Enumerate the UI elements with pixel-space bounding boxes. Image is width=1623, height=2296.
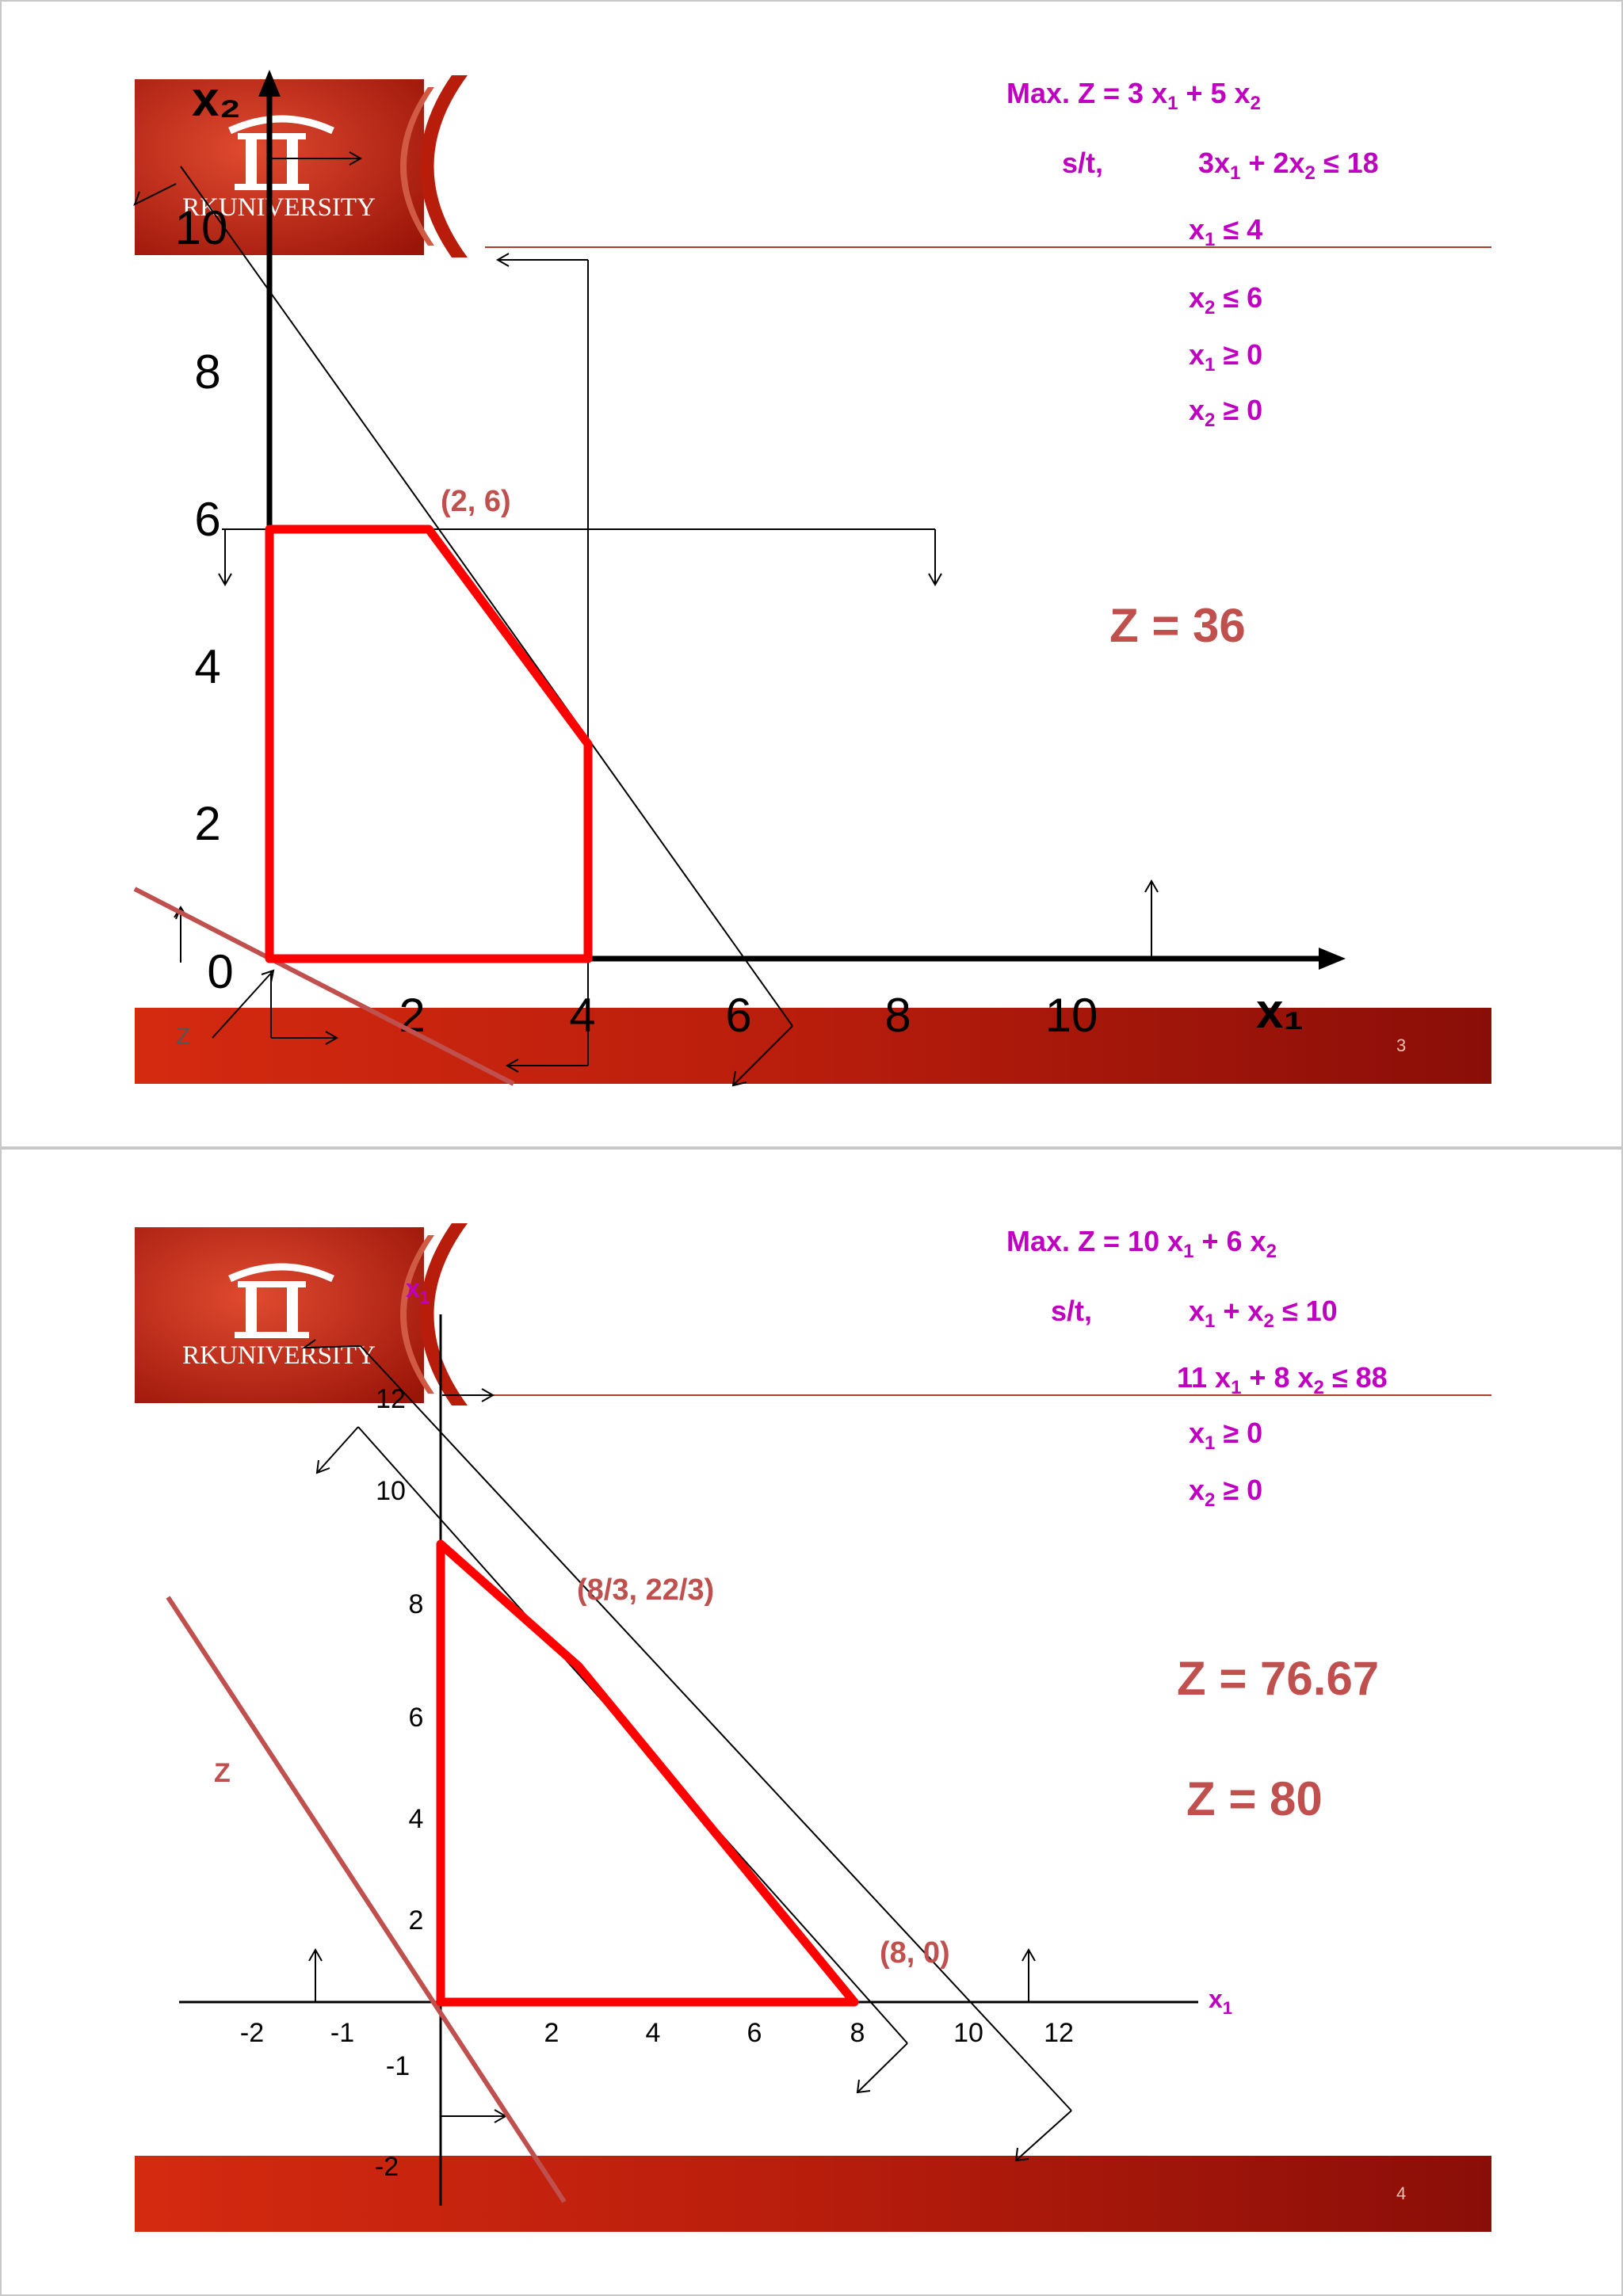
constraint: x1 ≥ 0 bbox=[1189, 1417, 1262, 1454]
x-tick: 10 bbox=[1045, 989, 1098, 1042]
x-tick: 4 bbox=[646, 2018, 661, 2048]
y-axis-arrowhead bbox=[258, 70, 281, 97]
page-number: 4 bbox=[1396, 2183, 1406, 2203]
feasible-region bbox=[436, 1539, 859, 2007]
y-tick: 10 bbox=[175, 201, 228, 254]
y-tick: -2 bbox=[375, 2152, 399, 2182]
constraint: x1 ≥ 0 bbox=[1189, 338, 1262, 376]
feasible-region bbox=[265, 524, 593, 963]
constraint-line-x1-x2-10 bbox=[360, 1345, 1072, 2111]
result-z-value: Z = 80 bbox=[1186, 1772, 1323, 1825]
direction-arrow bbox=[495, 253, 510, 267]
constraint: x2 ≥ 0 bbox=[1189, 1474, 1262, 1511]
direction-arrow bbox=[261, 969, 275, 983]
y-tick: 4 bbox=[409, 1804, 424, 1834]
objective-line-label: Z bbox=[214, 1758, 231, 1788]
point-label: (8, 0) bbox=[880, 1936, 950, 1970]
logo-text: RKUNIVERSITY bbox=[182, 193, 376, 222]
result-z-value: Z = 76.67 bbox=[1177, 1652, 1379, 1705]
y-tick: 8 bbox=[409, 1589, 424, 1619]
x-tick: 8 bbox=[884, 989, 911, 1042]
constraint-line-3x1-2x2 bbox=[180, 166, 793, 1027]
logo-text: RKUNIVERSITY bbox=[182, 1341, 376, 1370]
y-tick: 8 bbox=[194, 345, 220, 399]
x-axis-arrowhead bbox=[1319, 948, 1346, 970]
x-tick: 4 bbox=[569, 989, 595, 1042]
z-small-label: Z bbox=[176, 1024, 190, 1050]
y-tick: 10 bbox=[376, 1476, 406, 1506]
constraint: x1 ≤ 4 bbox=[1189, 213, 1262, 250]
objective-function: Max. Z = 3 x1 + 5 x2 bbox=[1006, 77, 1261, 114]
x-tick: 8 bbox=[850, 2018, 865, 2048]
page-number: 3 bbox=[1396, 1035, 1406, 1055]
y-tick: 6 bbox=[194, 493, 220, 546]
direction-arrow bbox=[315, 1459, 330, 1474]
constraint: x2 ≥ 0 bbox=[1189, 394, 1262, 431]
x-tick: -1 bbox=[330, 2018, 354, 2048]
direction-arrow bbox=[1144, 879, 1159, 893]
slide-3: RKUNIVERSITY 3 x₂ x₁ 2 4 6 8 10 0 2 4 6 … bbox=[0, 0, 1623, 1148]
direction-arrow bbox=[856, 2079, 871, 2094]
direction-arrow bbox=[731, 1070, 747, 1087]
x-tick: 6 bbox=[725, 989, 751, 1042]
direction-arrow bbox=[481, 1388, 495, 1402]
constraint: x2 ≤ 6 bbox=[1189, 281, 1262, 318]
st-label: s/t, bbox=[1051, 1295, 1092, 1327]
point-label: (2, 6) bbox=[441, 485, 511, 518]
footer-banner bbox=[135, 1008, 1491, 1084]
direction-arrow bbox=[218, 573, 232, 587]
constraint: x1 + x2 ≤ 10 bbox=[1189, 1295, 1338, 1332]
objective-z-line bbox=[133, 887, 515, 1086]
constraint: 11 x1 + 8 x2 ≤ 88 bbox=[1177, 1361, 1388, 1398]
direction-arrow bbox=[505, 1058, 519, 1073]
y-tick: 0 bbox=[207, 945, 233, 998]
point-label: (8/3, 22/3) bbox=[577, 1573, 714, 1607]
x-tick: 10 bbox=[953, 2018, 983, 2048]
y-tick: -1 bbox=[386, 2051, 410, 2081]
direction-arrow bbox=[1022, 1947, 1036, 1962]
direction-arrow bbox=[1014, 2147, 1029, 2162]
x-axis-label: x₁ bbox=[1256, 984, 1304, 1039]
university-logo: RKUNIVERSITY bbox=[135, 79, 424, 255]
objective-z-line bbox=[166, 1596, 567, 2203]
x-tick: 12 bbox=[1044, 2018, 1074, 2048]
direction-arrow bbox=[325, 1031, 339, 1045]
slide-4: RKUNIVERSITY 4 x1 x1 -2 -1 2 4 6 8 10 12… bbox=[0, 1148, 1623, 2296]
st-label: s/t, bbox=[1062, 147, 1103, 179]
result-z-value: Z = 36 bbox=[1109, 599, 1246, 652]
constraint: 3x1 + 2x2 ≤ 18 bbox=[1198, 147, 1379, 184]
y-tick: 2 bbox=[409, 1905, 424, 1936]
y-tick: 2 bbox=[194, 797, 220, 850]
university-logo: RKUNIVERSITY bbox=[135, 1227, 424, 1403]
footer-banner bbox=[135, 2156, 1491, 2232]
slide-border bbox=[0, 1148, 1623, 2296]
x-axis-label: x1 bbox=[1209, 1985, 1232, 2018]
slide-border bbox=[0, 0, 1623, 1148]
direction-arrow bbox=[349, 151, 363, 166]
slide-4-canvas: RKUNIVERSITY 4 x1 x1 -2 -1 2 4 6 8 10 12… bbox=[0, 1148, 1623, 2296]
direction-arrow bbox=[133, 183, 177, 207]
x-tick: 2 bbox=[544, 2018, 559, 2048]
x-tick: 6 bbox=[747, 2018, 762, 2048]
objective-function: Max. Z = 10 x1 + 6 x2 bbox=[1006, 1225, 1277, 1262]
direction-arrow bbox=[308, 1947, 323, 1962]
direction-arrow bbox=[928, 573, 942, 587]
logo-arc-decoration bbox=[420, 75, 468, 257]
x-tick: -2 bbox=[240, 2018, 264, 2048]
y-tick: 4 bbox=[194, 640, 220, 693]
y-tick: 6 bbox=[409, 1703, 424, 1733]
slide-3-canvas: RKUNIVERSITY 3 x₂ x₁ 2 4 6 8 10 0 2 4 6 … bbox=[0, 0, 1623, 1148]
logo-arc-decoration bbox=[420, 1223, 468, 1405]
y-axis-label: x₂ bbox=[192, 72, 241, 127]
